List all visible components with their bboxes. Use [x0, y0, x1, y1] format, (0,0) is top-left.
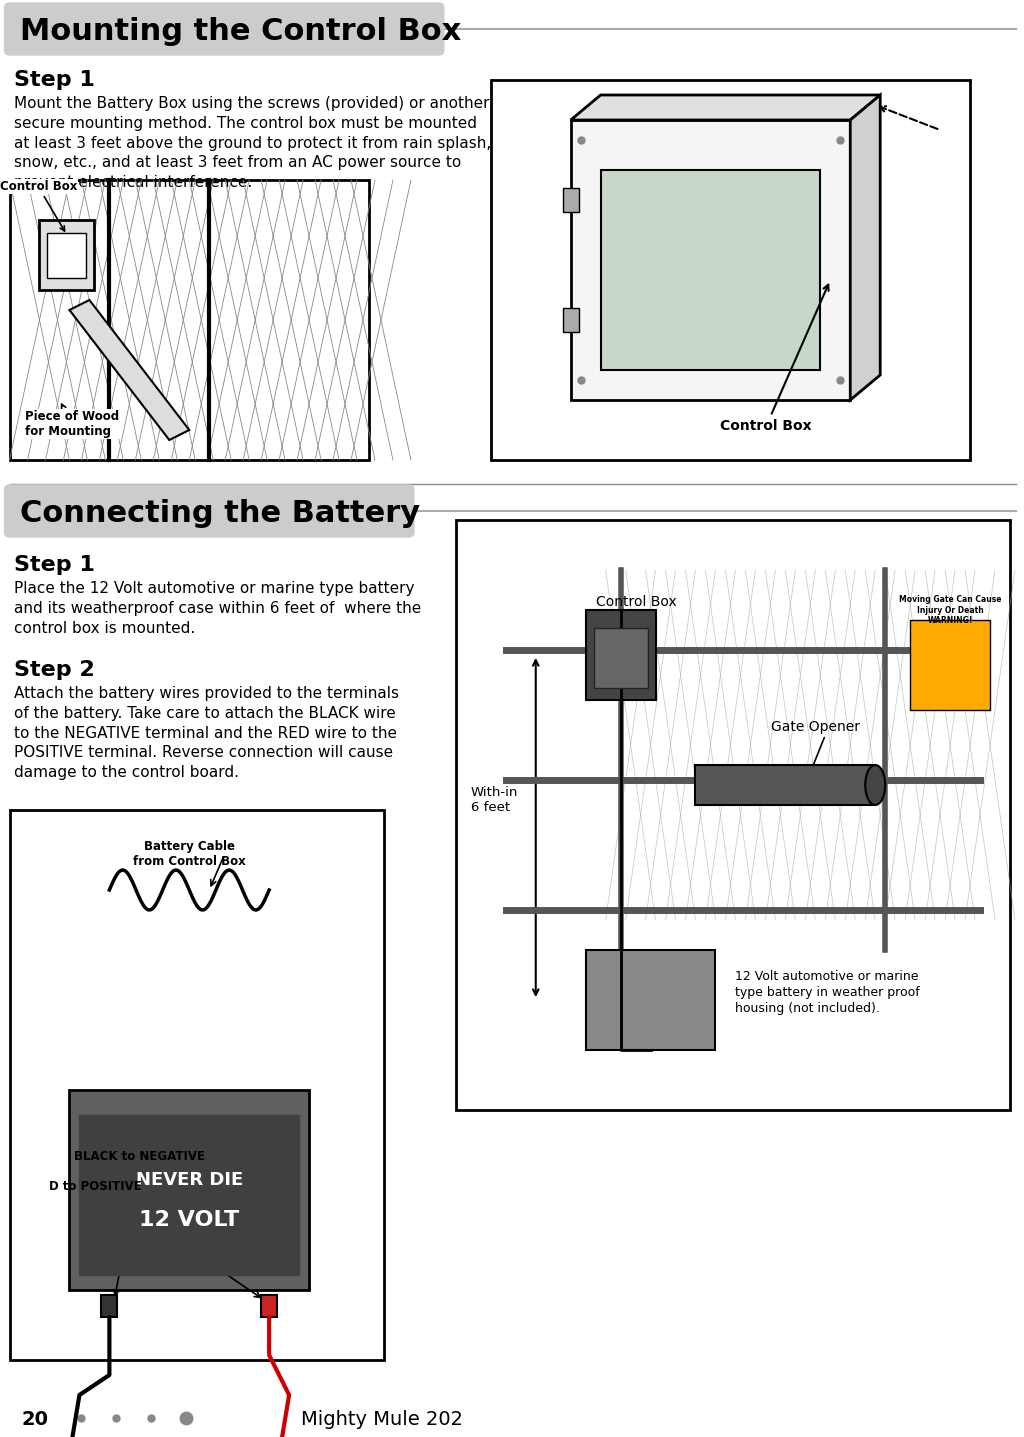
Text: Connecting the Battery: Connecting the Battery	[19, 499, 420, 527]
Polygon shape	[570, 95, 881, 121]
Bar	[261, 1295, 278, 1316]
Text: Place the 12 Volt automotive or marine type battery
and its weatherproof case wi: Place the 12 Volt automotive or marine t…	[13, 581, 421, 635]
Text: Piece of Wood
for Mounting: Piece of Wood for Mounting	[25, 404, 119, 438]
Bar	[9, 810, 384, 1359]
Text: Mounting the Control Box: Mounting the Control Box	[19, 17, 461, 46]
Bar	[586, 609, 655, 700]
Bar	[570, 121, 850, 399]
Text: Battery Cable
from Control Box: Battery Cable from Control Box	[133, 841, 246, 868]
Text: Control Box: Control Box	[596, 595, 677, 609]
Bar	[601, 170, 820, 369]
FancyBboxPatch shape	[4, 486, 414, 537]
Bar	[586, 950, 716, 1050]
Bar	[910, 619, 990, 710]
Text: NEVER DIE: NEVER DIE	[135, 1171, 243, 1188]
Bar	[695, 764, 876, 805]
FancyBboxPatch shape	[4, 3, 443, 55]
Bar	[47, 233, 86, 277]
Text: Control Box: Control Box	[721, 285, 828, 433]
Text: Step 1: Step 1	[13, 555, 94, 575]
Text: D to POSITIVE: D to POSITIVE	[49, 1180, 142, 1193]
Bar	[456, 520, 1010, 1109]
Text: Moving Gate Can Cause
Injury Or Death
WARNING!: Moving Gate Can Cause Injury Or Death WA…	[899, 595, 1001, 625]
Bar	[101, 1295, 118, 1316]
Text: 20: 20	[22, 1410, 48, 1428]
Bar	[80, 1115, 299, 1275]
Text: 12 VOLT: 12 VOLT	[139, 1210, 240, 1230]
Text: Step 1: Step 1	[13, 70, 94, 91]
Text: Attach the battery wires provided to the terminals
of the battery. Take care to : Attach the battery wires provided to the…	[13, 685, 398, 780]
Bar	[40, 220, 94, 290]
Text: Mighty Mule 202: Mighty Mule 202	[301, 1410, 463, 1428]
Bar	[594, 628, 647, 688]
Text: With-in
6 feet: With-in 6 feet	[471, 786, 518, 813]
Text: Step 2: Step 2	[13, 660, 94, 680]
Text: BLACK to NEGATIVE: BLACK to NEGATIVE	[74, 1150, 205, 1163]
Text: 12 Volt automotive or marine
type battery in weather proof
housing (not included: 12 Volt automotive or marine type batter…	[735, 970, 921, 1015]
Bar	[70, 1091, 309, 1290]
Polygon shape	[70, 300, 189, 440]
Text: Gate Opener: Gate Opener	[771, 720, 860, 734]
Ellipse shape	[865, 764, 885, 805]
Text: Control Box: Control Box	[0, 180, 77, 231]
Text: Mount the Battery Box using the screws (provided) or another
secure mounting met: Mount the Battery Box using the screws (…	[13, 96, 490, 190]
Bar	[563, 308, 579, 332]
Bar	[490, 80, 970, 460]
Bar	[563, 188, 579, 213]
Bar	[9, 180, 369, 460]
Polygon shape	[850, 95, 881, 399]
